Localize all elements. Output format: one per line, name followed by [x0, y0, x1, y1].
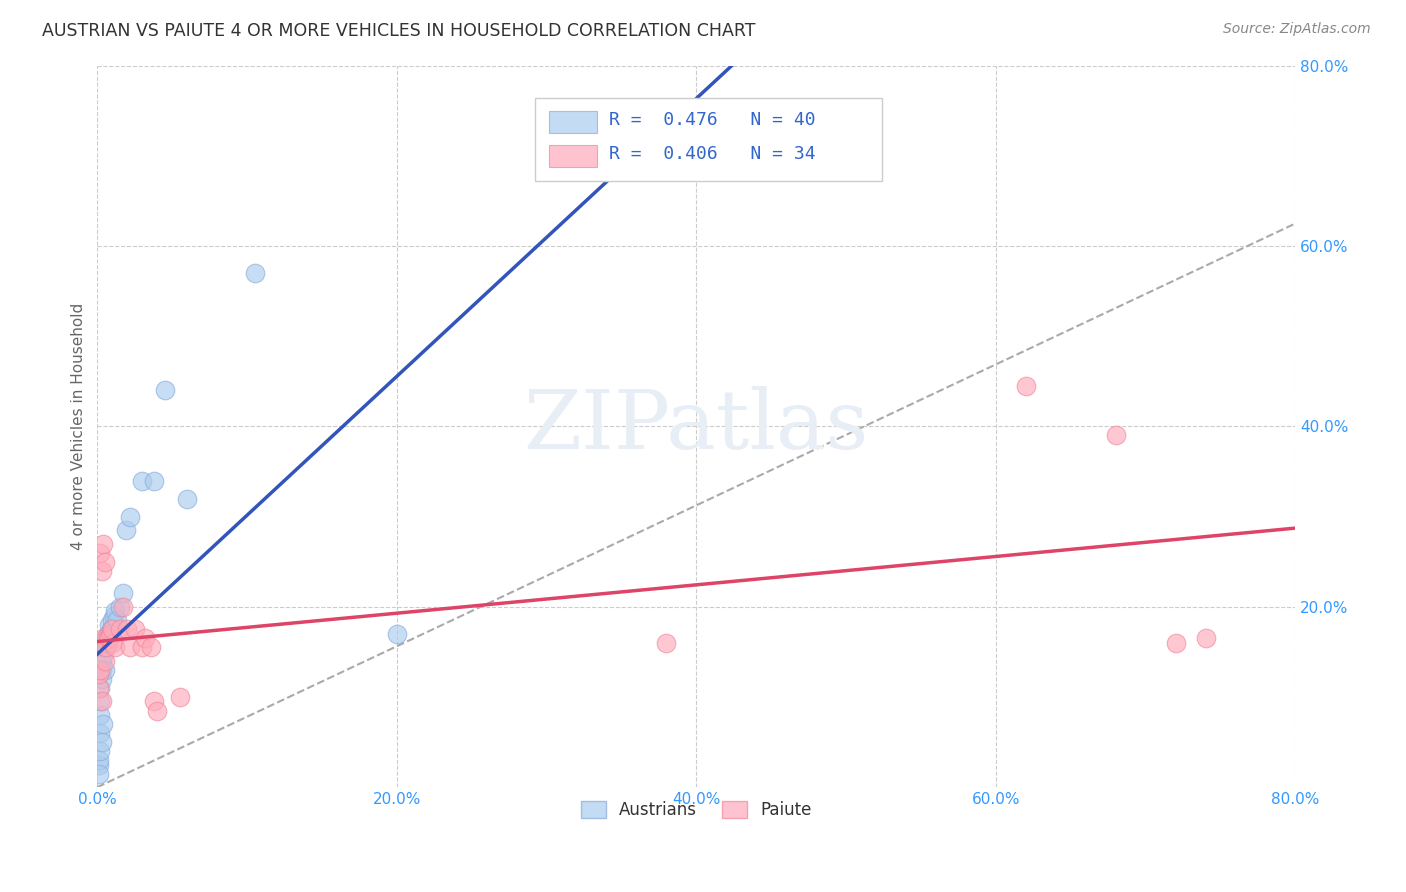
Point: [90, 564, 112, 578]
Point: [96, 632, 118, 646]
Point: [101, 636, 124, 650]
Point: [94, 654, 117, 668]
Point: [96, 640, 118, 655]
Point: [243, 266, 266, 280]
Point: [134, 632, 156, 646]
Point: [114, 523, 136, 537]
Point: [124, 623, 146, 637]
Point: [93, 536, 115, 550]
FancyBboxPatch shape: [534, 98, 882, 181]
Point: [143, 474, 166, 488]
Text: ZIPatlas: ZIPatlas: [523, 386, 869, 467]
Point: [94, 636, 117, 650]
Point: [93, 632, 115, 646]
Point: [101, 613, 124, 627]
Point: [100, 627, 122, 641]
Y-axis label: 4 or more Vehicles in Household: 4 or more Vehicles in Household: [72, 302, 86, 550]
Point: [153, 384, 176, 398]
Point: [117, 623, 139, 637]
Point: [89, 694, 111, 708]
Point: [90, 694, 112, 708]
Point: [94, 555, 117, 569]
Point: [97, 627, 120, 641]
Point: [111, 586, 134, 600]
Point: [94, 640, 117, 655]
Text: Source: ZipAtlas.com: Source: ZipAtlas.com: [1223, 22, 1371, 37]
Point: [96, 632, 118, 646]
Point: [101, 623, 124, 637]
Point: [108, 599, 131, 614]
Point: [93, 640, 115, 655]
Point: [98, 632, 121, 646]
Point: [101, 623, 124, 637]
Point: [89, 681, 111, 695]
Point: [131, 474, 153, 488]
Point: [1105, 428, 1128, 442]
Point: [104, 604, 127, 618]
Point: [1194, 632, 1216, 646]
Point: [87, 667, 110, 681]
FancyBboxPatch shape: [548, 145, 598, 167]
Point: [89, 708, 111, 723]
Point: [89, 726, 111, 740]
Point: [93, 717, 115, 731]
Point: [93, 649, 115, 664]
FancyBboxPatch shape: [548, 112, 598, 133]
Point: [97, 632, 120, 646]
Point: [103, 608, 125, 623]
Point: [90, 735, 112, 749]
Point: [98, 627, 121, 641]
Point: [87, 681, 110, 695]
Text: R =  0.406   N = 34: R = 0.406 N = 34: [609, 145, 815, 163]
Point: [89, 546, 111, 560]
Point: [87, 757, 110, 772]
Point: [655, 636, 678, 650]
Point: [87, 766, 110, 780]
Point: [385, 627, 408, 641]
Point: [97, 636, 120, 650]
Text: AUSTRIAN VS PAIUTE 4 OR MORE VEHICLES IN HOUSEHOLD CORRELATION CHART: AUSTRIAN VS PAIUTE 4 OR MORE VEHICLES IN…: [42, 22, 755, 40]
Point: [131, 640, 153, 655]
Point: [1164, 636, 1187, 650]
Point: [89, 663, 111, 677]
Point: [89, 744, 111, 758]
Point: [90, 672, 112, 686]
Point: [90, 654, 112, 668]
Point: [105, 613, 128, 627]
Point: [146, 704, 169, 718]
Point: [176, 491, 198, 506]
Point: [143, 694, 166, 708]
Point: [141, 640, 163, 655]
Point: [104, 640, 127, 655]
Point: [87, 753, 110, 767]
Point: [120, 640, 142, 655]
Point: [94, 663, 117, 677]
Point: [1015, 379, 1038, 393]
Point: [108, 623, 131, 637]
Point: [96, 640, 118, 655]
Text: R =  0.476   N = 40: R = 0.476 N = 40: [609, 111, 815, 128]
Point: [169, 690, 191, 704]
Legend: Austrians, Paiute: Austrians, Paiute: [574, 794, 818, 826]
Point: [111, 599, 134, 614]
Point: [120, 509, 142, 524]
Point: [98, 617, 121, 632]
Point: [90, 663, 112, 677]
Point: [100, 623, 122, 637]
